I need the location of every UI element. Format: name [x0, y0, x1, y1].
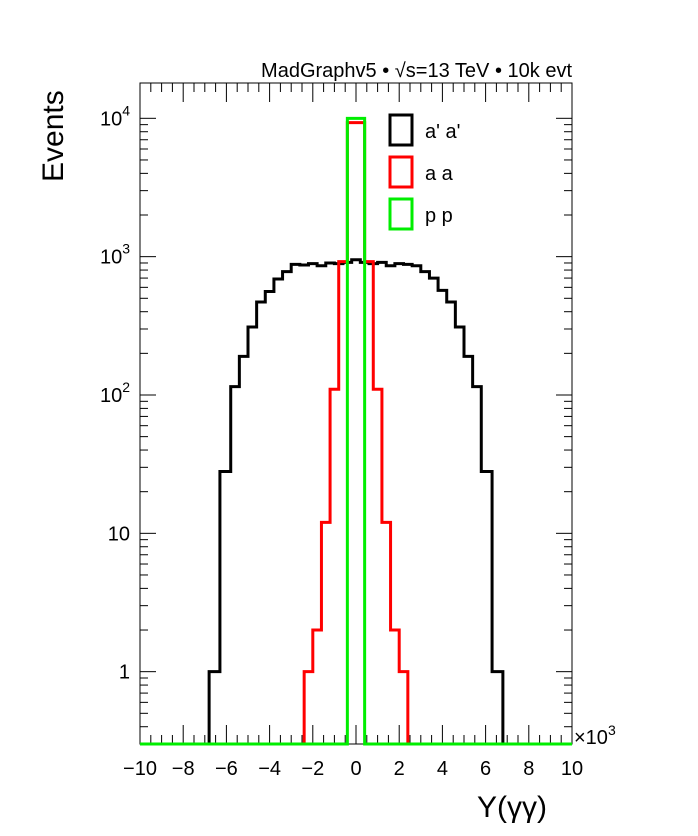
title-energy: s=13 TeV	[406, 60, 490, 82]
series-aa-line	[140, 121, 572, 746]
y-tick-label: 1	[119, 662, 130, 684]
y-tick-label: 102	[100, 379, 130, 407]
x-tick-label: 2	[394, 758, 405, 780]
title-generator: MadGraphv5	[261, 60, 377, 82]
axis-ticks	[139, 83, 573, 745]
series-aa-line	[140, 258, 572, 746]
y-tick-label: 103	[100, 241, 130, 269]
x-tick-label: −8	[172, 758, 195, 780]
plot-title: MadGraphv5 • √s=13 TeV • 10k evt	[261, 60, 572, 82]
x-tick-label: 6	[480, 758, 491, 780]
legend-swatch	[388, 155, 414, 189]
x-axis-multiplier: ×103	[574, 722, 616, 749]
legend: a' a' a a p p	[388, 113, 460, 231]
x-tick-label: −4	[258, 758, 281, 780]
legend-label: a' a'	[425, 121, 460, 143]
x-tick-label: 10	[561, 758, 583, 780]
x-tick-label: −2	[301, 758, 324, 780]
title-sqrt: √	[395, 60, 406, 82]
series-layer	[140, 116, 572, 746]
x-tick-label: 0	[350, 758, 361, 780]
legend-label: p p	[425, 205, 453, 227]
x-tick-label: 8	[523, 758, 534, 780]
tick-labels: −10 −8 −6 −4 −2 0 2 4 6 8 10 1 10 102 103 104	[100, 102, 583, 780]
legend-label: a a	[425, 163, 454, 185]
legend-swatch	[388, 113, 414, 147]
x-tick-label: −6	[215, 758, 238, 780]
plot-frame	[139, 82, 573, 745]
x-axis-title: Y(γγ)	[477, 791, 547, 824]
y-axis-title: Events	[37, 90, 70, 182]
x-tick-label: −10	[123, 758, 157, 780]
title-events: 10k evt	[508, 60, 573, 82]
title-bullet-1: •	[382, 60, 389, 82]
y-tick-label: 10	[108, 523, 130, 545]
y-tick-label: 104	[100, 102, 130, 130]
series-pp-line	[140, 116, 572, 746]
x-tick-label: 4	[437, 758, 448, 780]
legend-swatch	[388, 197, 414, 231]
title-bullet-2: •	[495, 60, 502, 82]
x-multiplier-exp: 3	[608, 722, 616, 738]
x-multiplier-base: ×10	[574, 727, 608, 749]
